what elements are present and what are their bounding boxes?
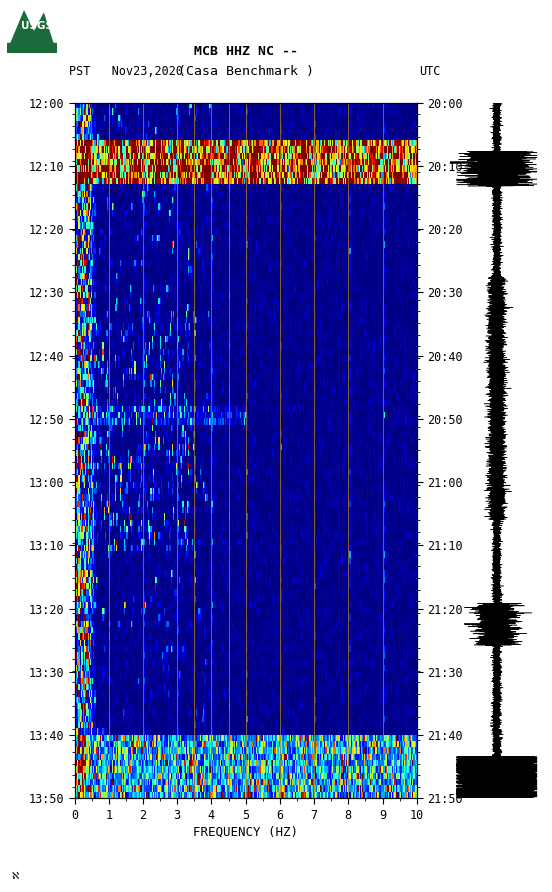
Text: PST   Nov23,2020: PST Nov23,2020: [69, 65, 183, 78]
Text: ℵ: ℵ: [11, 871, 18, 881]
Text: USGS: USGS: [22, 21, 54, 31]
Text: UTC: UTC: [420, 65, 441, 78]
X-axis label: FREQUENCY (HZ): FREQUENCY (HZ): [193, 826, 298, 838]
Polygon shape: [7, 10, 56, 52]
Text: MCB HHZ NC --: MCB HHZ NC --: [194, 45, 298, 58]
Text: (Casa Benchmark ): (Casa Benchmark ): [178, 65, 314, 78]
